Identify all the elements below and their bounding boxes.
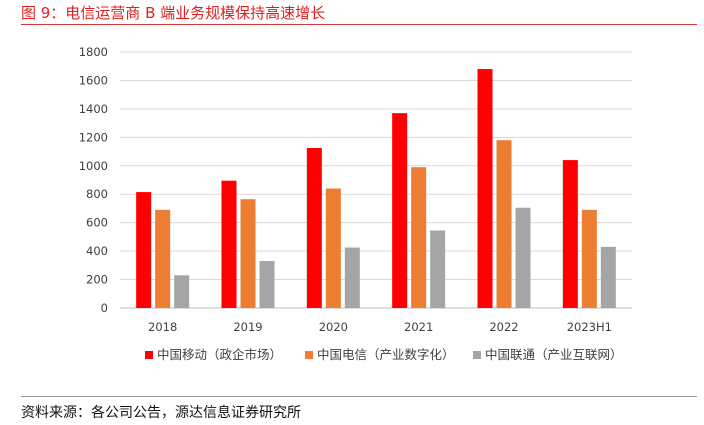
source-note: 资料来源：各公司公告，源达信息证券研究所	[21, 405, 301, 421]
legend-label: 中国移动（政企市场）	[157, 347, 282, 362]
bar	[477, 69, 493, 308]
y-tick-label: 0	[101, 301, 108, 315]
bar	[430, 230, 446, 308]
legend-label: 中国联通（产业互联网）	[485, 347, 623, 362]
bar	[344, 247, 360, 308]
y-axis-tick-labels: 0 200 400 600 800 1000 1200 1400 1600 1800	[79, 45, 108, 315]
bar	[600, 246, 616, 308]
legend-swatch	[145, 351, 153, 359]
bar	[515, 207, 531, 308]
y-tick-label: 1000	[79, 159, 108, 173]
y-tick-label: 1800	[79, 45, 108, 59]
x-tick-label: 2018	[148, 320, 177, 334]
source-divider	[21, 396, 697, 397]
bar	[136, 192, 152, 308]
y-tick-label: 200	[86, 273, 108, 287]
legend-label: 中国电信（产业数字化）	[317, 347, 455, 362]
legend: 中国移动（政企市场） 中国电信（产业数字化） 中国联通（产业互联网）	[145, 347, 623, 362]
y-tick-label: 1200	[79, 130, 108, 144]
bar	[221, 180, 237, 308]
y-tick-label: 600	[86, 216, 108, 230]
y-tick-label: 1400	[79, 102, 108, 116]
x-tick-label: 2022	[489, 320, 518, 334]
x-tick-label: 2019	[233, 320, 262, 334]
gridlines	[120, 51, 632, 309]
legend-swatch	[473, 351, 481, 359]
bar	[581, 209, 597, 308]
y-tick-label: 400	[86, 244, 108, 258]
bar	[392, 113, 408, 309]
x-tick-label: 2021	[404, 320, 433, 334]
figure-title: 图 9：电信运营商 B 端业务规模保持高速增长	[21, 4, 326, 22]
bar	[155, 209, 171, 308]
bar	[562, 160, 578, 308]
y-tick-label: 1600	[79, 73, 108, 87]
bar	[496, 140, 512, 308]
title-divider	[21, 24, 697, 25]
bar	[411, 167, 427, 308]
bar	[174, 275, 190, 308]
x-axis-tick-labels: 2018 2019 2020 2021 2022 2023H1	[148, 320, 612, 334]
legend-swatch	[305, 351, 313, 359]
bar	[306, 148, 322, 308]
x-tick-label: 2023H1	[567, 320, 612, 334]
bar	[325, 188, 341, 308]
x-tick-label: 2020	[319, 320, 348, 334]
bar	[259, 261, 275, 308]
y-tick-label: 800	[86, 187, 108, 201]
bars	[136, 69, 616, 309]
bar	[240, 199, 256, 308]
